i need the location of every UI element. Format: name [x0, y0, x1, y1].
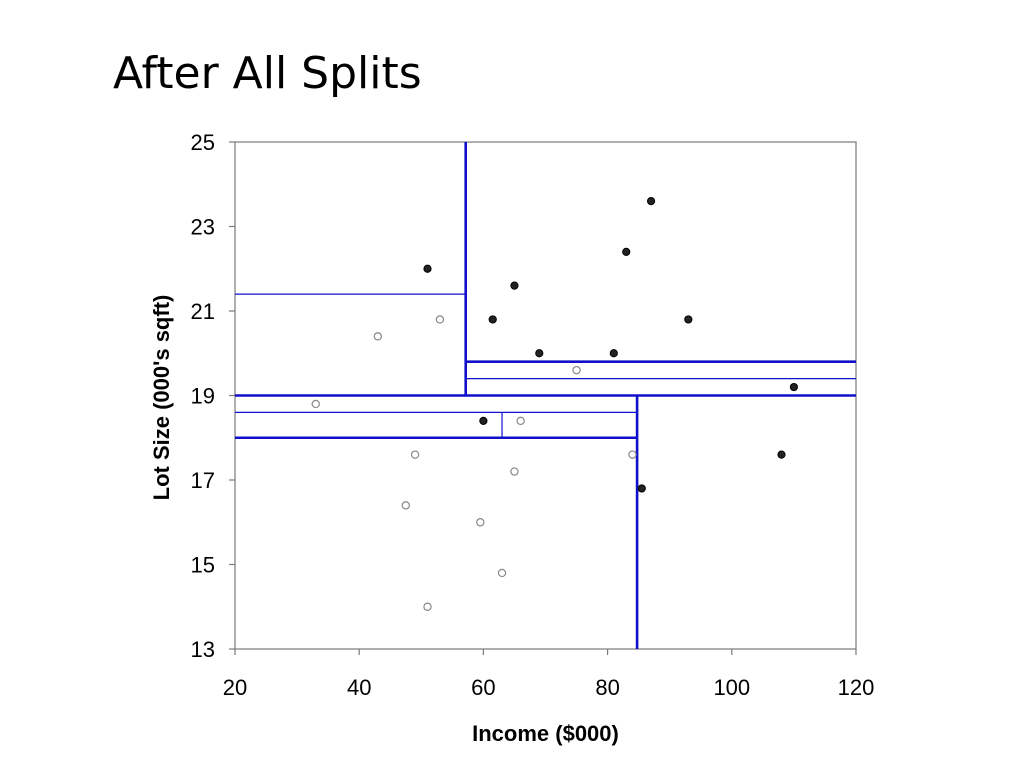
- filled-point-4: [646, 197, 656, 206]
- filled-point-2: [510, 281, 519, 290]
- open-point-6: [410, 450, 420, 459]
- axes: 20 40 60 80 100 120 13 15 17 19 21 23 25: [191, 130, 875, 700]
- x-axis-label: Income ($000): [472, 721, 619, 746]
- filled-point-10: [479, 416, 488, 425]
- y-tick-label-19: 19: [191, 384, 215, 409]
- x-tick-label-80: 80: [595, 675, 619, 700]
- open-point-12: [423, 602, 432, 611]
- filled-point-5: [622, 247, 631, 256]
- data-points: [311, 197, 799, 611]
- open-point-7: [510, 467, 519, 476]
- filled-point-9: [789, 382, 799, 392]
- filled-point-8: [684, 315, 693, 324]
- y-axis-label: Lot Size (000's sqft): [149, 295, 174, 501]
- open-point-10: [476, 518, 485, 527]
- y-tick-label-25: 25: [191, 130, 215, 155]
- open-point-4: [311, 399, 320, 409]
- open-point-3: [572, 365, 581, 375]
- filled-point-1: [423, 264, 432, 273]
- y-tick-label-17: 17: [191, 468, 215, 493]
- filled-point-12: [637, 484, 646, 493]
- y-tick-label-15: 15: [191, 553, 215, 578]
- filled-point-3: [488, 315, 497, 324]
- y-tick-label-23: 23: [191, 215, 215, 240]
- open-point-5: [516, 416, 525, 426]
- split-lines: [235, 142, 856, 649]
- x-tick-label-120: 120: [838, 675, 875, 700]
- filled-point-11: [777, 450, 786, 459]
- open-point-11: [497, 568, 507, 578]
- open-point-9: [401, 501, 410, 510]
- open-point-1: [373, 332, 383, 341]
- x-tick-label-60: 60: [471, 675, 495, 700]
- open-point-8: [628, 450, 637, 459]
- open-point-2: [435, 315, 445, 324]
- filled-point-7: [609, 349, 618, 358]
- x-tick-label-20: 20: [223, 675, 247, 700]
- filled-point-6: [535, 349, 544, 358]
- slide-title: After All Splits: [113, 48, 422, 99]
- x-tick-label-40: 40: [347, 675, 371, 700]
- x-tick-label-100: 100: [713, 675, 750, 700]
- y-tick-label-13: 13: [191, 637, 215, 662]
- y-tick-label-21: 21: [191, 299, 215, 324]
